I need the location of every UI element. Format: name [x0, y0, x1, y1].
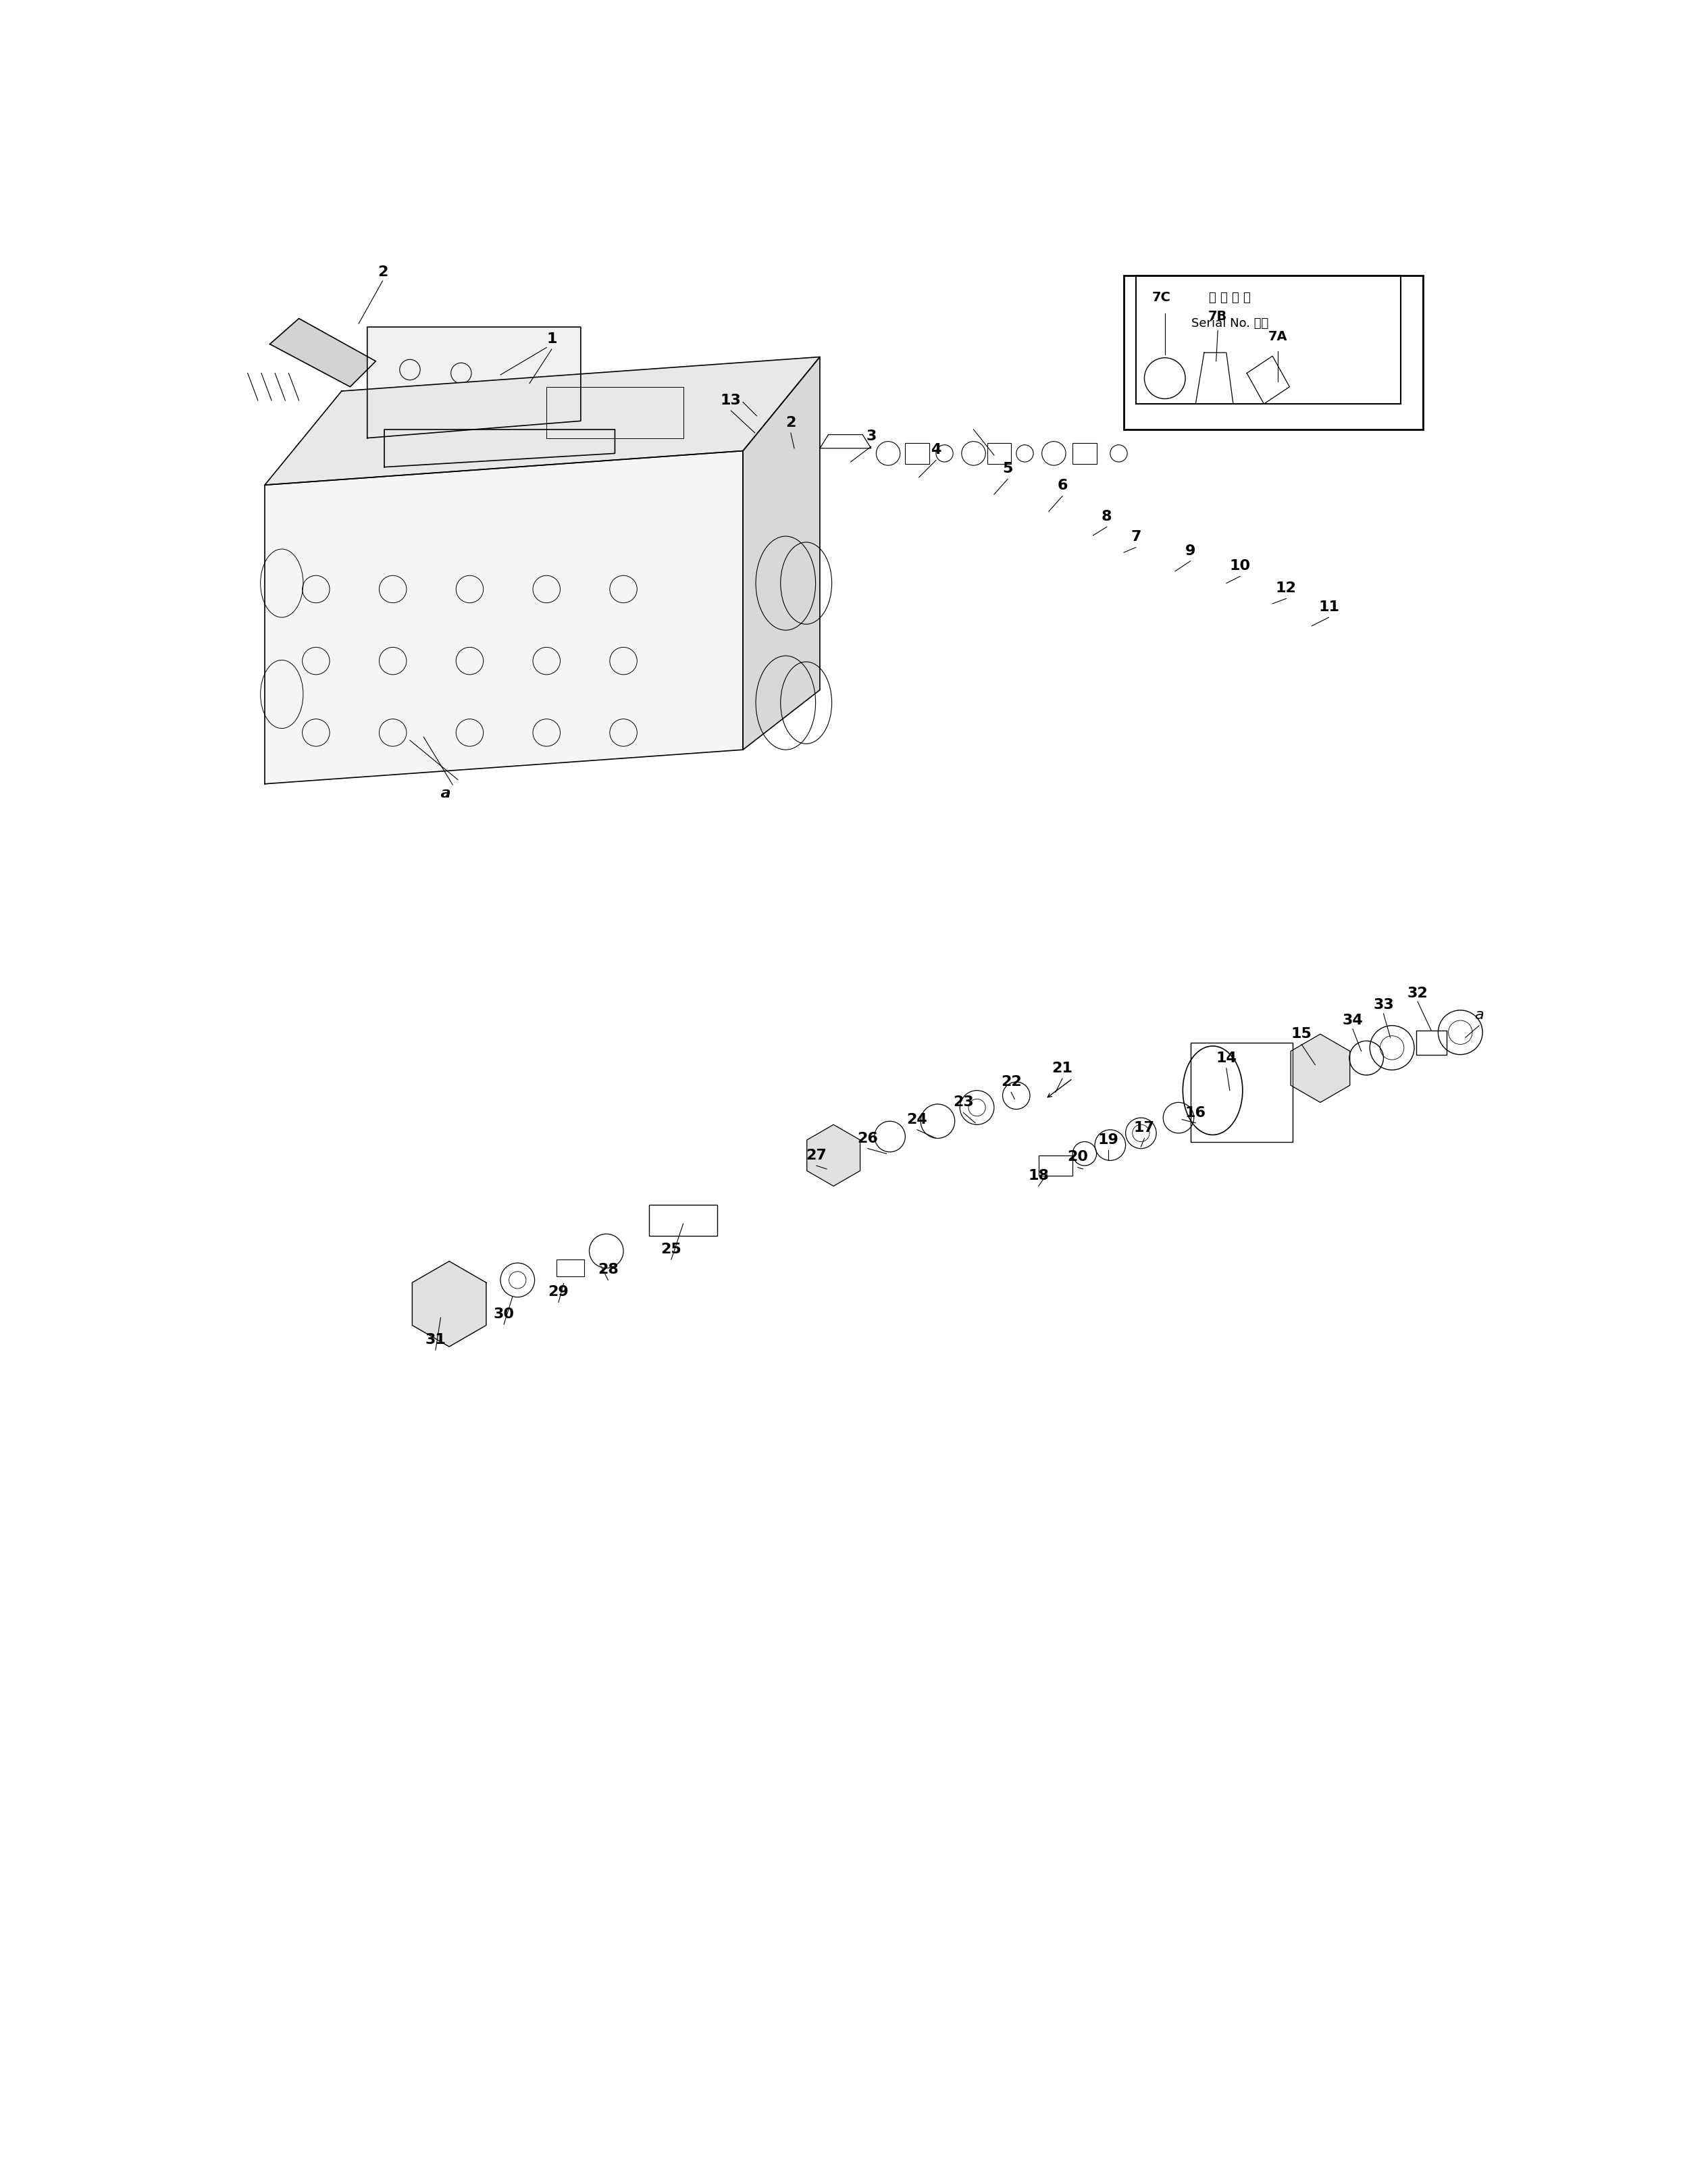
Text: 23: 23 [953, 1096, 974, 1109]
Bar [1190, 1042, 1293, 1141]
Polygon shape [367, 328, 581, 438]
Text: 34: 34 [1342, 1014, 1363, 1027]
Polygon shape [270, 319, 376, 386]
Text: 28: 28 [598, 1264, 618, 1277]
Text: 26: 26 [857, 1132, 878, 1145]
Text: 17: 17 [1134, 1122, 1155, 1135]
Bar [1073, 442, 1097, 464]
Polygon shape [412, 1262, 487, 1346]
Text: a: a [441, 787, 451, 800]
Text: 7A: 7A [1267, 330, 1288, 343]
Text: Serial No. ・～: Serial No. ・～ [1190, 317, 1269, 330]
Text: 7B: 7B [1208, 311, 1228, 324]
Text: 29: 29 [548, 1286, 569, 1299]
Text: 13: 13 [721, 395, 741, 408]
Text: 22: 22 [1001, 1074, 1021, 1089]
Bar [1136, 276, 1401, 403]
Text: 6: 6 [1057, 479, 1068, 492]
Bar [905, 442, 929, 464]
Polygon shape [743, 356, 820, 751]
Text: 27: 27 [806, 1148, 827, 1163]
Text: 2: 2 [786, 416, 796, 429]
Text: 31: 31 [425, 1333, 446, 1346]
Text: 19: 19 [1098, 1132, 1119, 1148]
Text: 7C: 7C [1151, 291, 1172, 304]
Text: 14: 14 [1216, 1050, 1237, 1066]
Text: a: a [439, 787, 449, 800]
Text: 18: 18 [1028, 1169, 1049, 1182]
Text: 5: 5 [1003, 462, 1013, 475]
Text: 12: 12 [1276, 582, 1296, 595]
Text: 32: 32 [1407, 986, 1428, 1001]
Text: 4: 4 [931, 442, 941, 457]
Text: 16: 16 [1185, 1107, 1206, 1119]
Polygon shape [1291, 1033, 1349, 1102]
Bar [782, 431, 813, 444]
Text: 3: 3 [866, 429, 876, 442]
Text: 2: 2 [377, 265, 388, 278]
Text: 7: 7 [1131, 531, 1141, 544]
Polygon shape [384, 429, 615, 468]
Text: 20: 20 [1068, 1150, 1088, 1165]
Text: 9: 9 [1185, 544, 1196, 557]
Polygon shape [265, 356, 820, 485]
Bar [1038, 1156, 1073, 1176]
Text: 10: 10 [1230, 559, 1250, 574]
Bar [1124, 276, 1423, 429]
Bar [987, 442, 1011, 464]
Text: 15: 15 [1291, 1027, 1312, 1042]
Text: 21: 21 [1052, 1061, 1073, 1074]
Text: 30: 30 [494, 1307, 514, 1320]
Text: 24: 24 [907, 1113, 927, 1126]
Bar [557, 1260, 584, 1277]
Bar [649, 1206, 717, 1236]
Text: 8: 8 [1102, 509, 1112, 524]
Text: 33: 33 [1373, 999, 1394, 1012]
Polygon shape [806, 1124, 861, 1186]
Text: a: a [1474, 1009, 1484, 1022]
Polygon shape [265, 451, 743, 783]
Text: 1: 1 [547, 332, 557, 345]
Bar [1416, 1031, 1447, 1055]
Text: 11: 11 [1319, 600, 1339, 615]
Text: 通 用 号 機: 通 用 号 機 [1209, 291, 1250, 304]
Text: 25: 25 [661, 1242, 681, 1255]
Bar [547, 386, 683, 438]
